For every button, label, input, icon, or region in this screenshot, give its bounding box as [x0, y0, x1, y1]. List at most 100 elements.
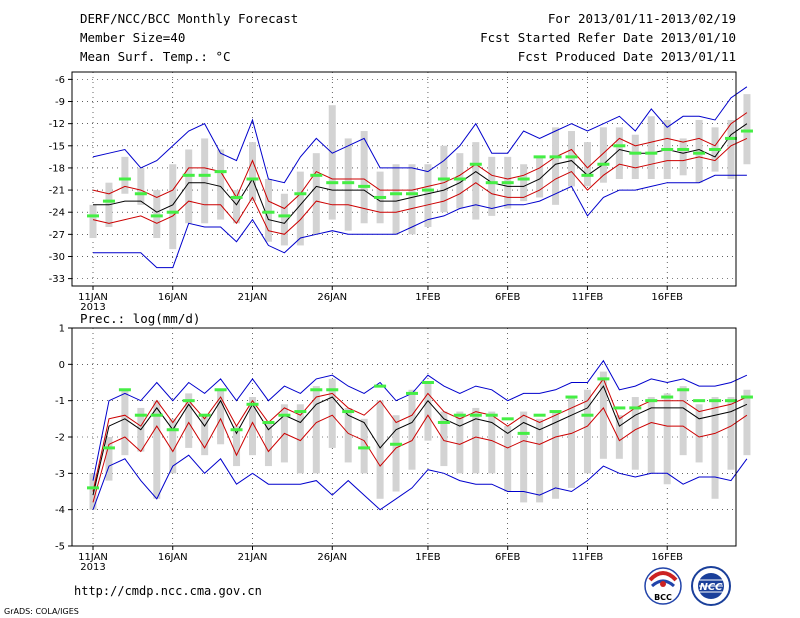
lower-percentile-line: [92, 137, 748, 235]
ensemble-spread-bar: [217, 389, 225, 445]
produced-date-label: Fcst Produced Date 2013/01/11: [518, 49, 736, 64]
observed-marker: [709, 147, 722, 151]
ensemble-spread-bar: [424, 164, 432, 227]
y-tick-label: -9: [55, 97, 65, 108]
observed-marker: [118, 177, 131, 181]
ensemble-spread-bar: [727, 397, 735, 470]
ensemble-spread-bar: [631, 134, 639, 179]
ensemble-spread-bar: [408, 164, 416, 235]
ensemble-max-line: [92, 86, 748, 184]
observed-marker: [134, 192, 147, 196]
x-tick-label: 26JAN: [317, 552, 347, 563]
observed-marker: [326, 388, 339, 392]
observed-marker: [613, 144, 626, 148]
ensemble-spread-bar: [456, 411, 464, 474]
y-tick-label: -18: [49, 163, 65, 174]
observed-marker: [517, 431, 530, 435]
observed-marker: [661, 147, 674, 151]
x-tick-label: 16JAN: [158, 552, 188, 563]
ensemble-spread-bar: [280, 193, 288, 246]
observed-marker: [182, 399, 195, 403]
ensemble-spread-bar: [264, 179, 272, 242]
ensemble-spread-bar: [440, 411, 448, 467]
x-tick-label: 1FEB: [415, 552, 440, 563]
x-tick-label: 6FEB: [495, 292, 520, 303]
observed-marker: [677, 147, 690, 151]
x-tick-label: 21JAN: [238, 552, 268, 563]
ensemble-spread-bar: [568, 131, 575, 187]
ensemble-spread-bar: [472, 407, 480, 474]
observed-marker: [374, 195, 387, 199]
ensemble-spread-bar: [185, 393, 193, 448]
observed-marker: [469, 413, 482, 417]
observed-marker: [485, 413, 498, 417]
ensemble-spread-bar: [312, 386, 320, 474]
ensemble-spread-bar: [137, 167, 145, 205]
observed-marker: [693, 399, 706, 403]
x-tick-label: 11FEB: [572, 292, 604, 303]
observed-marker: [102, 199, 115, 203]
ensemble-spread-bar: [743, 389, 751, 456]
forecast-period: For 2013/01/11-2013/02/19: [548, 11, 736, 26]
ensemble-spread-bar: [344, 138, 352, 231]
ensemble-spread-bar: [679, 386, 687, 456]
observed-marker: [453, 413, 466, 417]
observed-marker: [358, 446, 371, 450]
observed-marker: [118, 388, 131, 392]
observed-marker: [421, 381, 434, 384]
observed-marker: [677, 388, 690, 392]
observed-marker: [645, 151, 658, 155]
ensemble-spread-bar: [296, 404, 304, 474]
ensemble-spread-bar: [520, 411, 528, 503]
observed-marker: [709, 399, 722, 403]
y-tick-label: -1: [55, 396, 65, 407]
y-tick-label: -24: [49, 208, 65, 219]
observed-marker: [453, 177, 466, 181]
ensemble-spread-bar: [615, 415, 623, 459]
ensemble-spread-bar: [328, 378, 336, 448]
figure-title: DERF/NCC/BCC Monthly Forecast: [80, 11, 298, 26]
observed-marker: [374, 384, 387, 388]
ensemble-spread-bar: [233, 190, 241, 224]
y-tick-label: -15: [49, 141, 65, 152]
ensemble-spread-bar: [360, 418, 368, 474]
ensemble-spread-bar: [153, 190, 161, 239]
ensemble-spread-bar: [201, 415, 209, 456]
ensemble-spread-bar: [408, 389, 416, 470]
y-tick-label: -33: [49, 274, 65, 285]
observed-marker: [629, 151, 642, 155]
ensemble-spread-bar: [296, 171, 304, 246]
observed-marker: [310, 388, 323, 392]
observed-marker: [533, 155, 546, 159]
observed-marker: [166, 210, 179, 214]
ensemble-min-line: [92, 454, 748, 511]
member-size-label: Member Size=40: [80, 30, 185, 45]
observed-marker: [406, 192, 418, 196]
variable-label: Mean Surf. Temp.: °C: [80, 49, 231, 64]
ensemble-spread-bar: [233, 426, 241, 467]
y-tick-label: -5: [55, 542, 65, 553]
observed-marker: [278, 214, 291, 218]
ensemble-spread-bar: [504, 426, 512, 492]
observed-marker: [246, 177, 259, 181]
observed-marker: [725, 399, 737, 403]
observed-marker: [278, 413, 291, 417]
ensemble-spread-bar: [647, 116, 655, 179]
ensemble-spread-bar: [472, 142, 480, 220]
ensemble-spread-bar: [679, 138, 687, 176]
ensemble-spread-bar: [121, 389, 129, 456]
observed-marker: [597, 162, 610, 166]
temperature-panel: -6 -9 -12 -15 -18 -21 -24 -27 -30 -33 11JAN 16JAN 21…: [49, 71, 753, 313]
x-tick-label: 11FEB: [572, 552, 604, 563]
ensemble-spread-bar: [392, 164, 400, 235]
x-tick-label: 6FEB: [495, 552, 520, 563]
x-tick-label: 11JAN: [78, 552, 108, 563]
observed-marker: [214, 388, 227, 392]
observed-marker: [581, 413, 594, 417]
observed-marker: [230, 428, 243, 432]
y-tick-label: -6: [55, 75, 65, 86]
ensemble-mean-line: [92, 385, 748, 496]
lower-percentile-line: [92, 407, 748, 503]
ensemble-spread-bar: [264, 422, 272, 467]
